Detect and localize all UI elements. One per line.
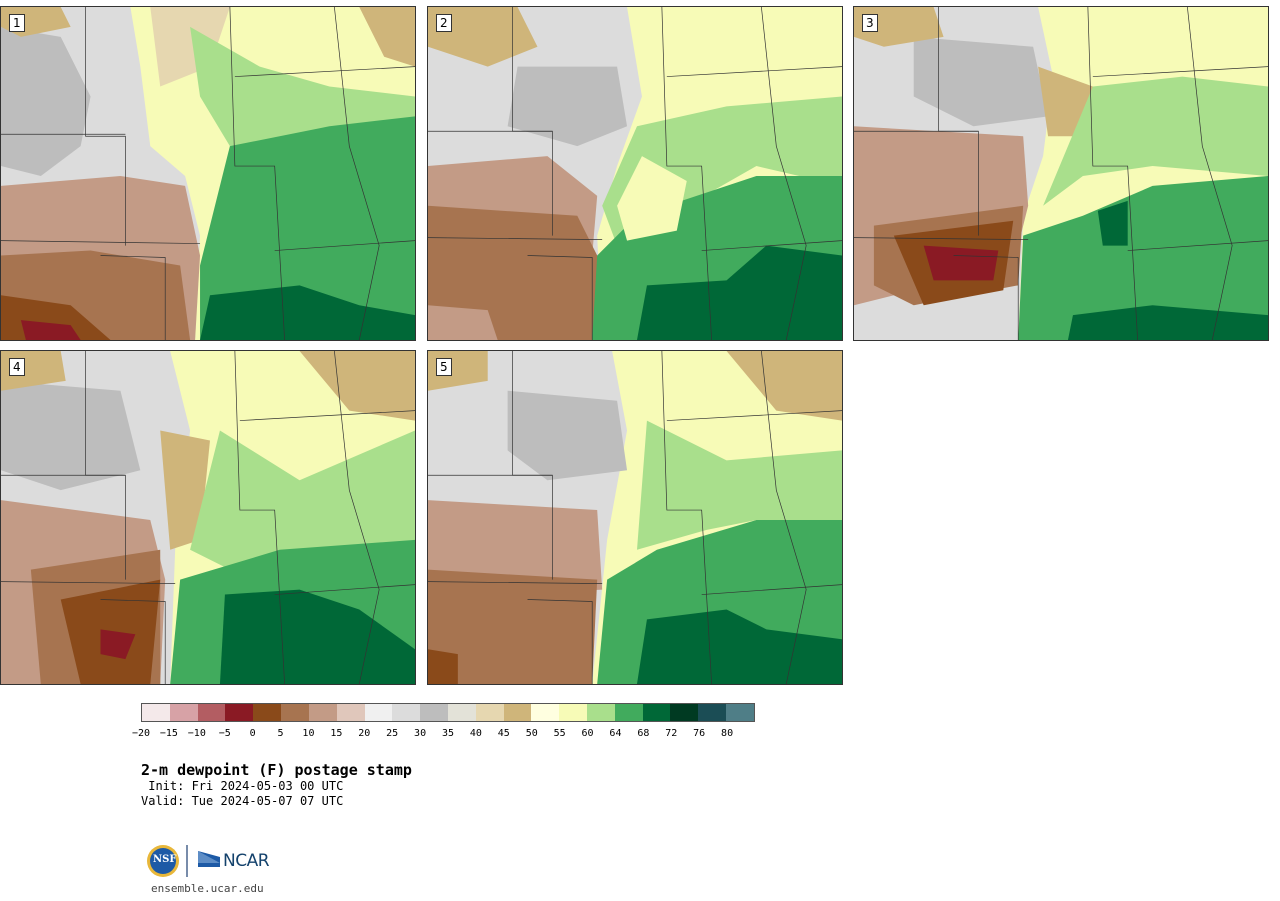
dewpoint-field-1 (1, 7, 415, 340)
colorbar-tick-label: 55 (553, 728, 566, 739)
dewpoint-field-5 (428, 351, 842, 684)
colorbar-swatch (197, 704, 226, 721)
stamp-map-2: 2 (427, 6, 843, 341)
colorbar-swatch (420, 704, 448, 721)
panel-number: 4 (9, 358, 25, 376)
colorbar-tick-label: 25 (386, 728, 399, 739)
colorbar-swatch (503, 704, 532, 721)
panel-number: 3 (862, 14, 878, 32)
stamp-map-4: 4 (0, 350, 416, 685)
dewpoint-colorbar (141, 703, 755, 722)
colorbar-tick-label: 35 (441, 728, 455, 739)
colorbar-tick-label: −20 (131, 728, 151, 739)
colorbar-swatch (281, 704, 309, 721)
colorbar-swatch (169, 704, 198, 721)
colorbar-swatch (614, 704, 643, 721)
colorbar-tick-label: 30 (414, 728, 427, 739)
colorbar-swatch (142, 704, 170, 721)
colorbar-tick-label: 72 (665, 728, 678, 739)
site-url: ensemble.ucar.edu (151, 882, 264, 895)
init-time: Init: Fri 2024-05-03 00 UTC (141, 779, 344, 793)
colorbar-swatch (475, 704, 504, 721)
colorbar-swatch (364, 704, 393, 721)
colorbar-swatch (670, 704, 699, 721)
colorbar-swatch (698, 704, 727, 721)
colorbar-tick-label: 80 (721, 728, 734, 739)
panel-number: 5 (436, 358, 452, 376)
valid-time: Valid: Tue 2024-05-07 07 UTC (141, 794, 344, 808)
stamp-map-3: 3 (853, 6, 1269, 341)
logo-graphic (147, 845, 220, 877)
colorbar-tick-label: 76 (693, 728, 706, 739)
colorbar-swatch (587, 704, 615, 721)
colorbar-tick-label: 20 (358, 728, 371, 739)
colorbar-tick-label: 10 (302, 728, 315, 739)
colorbar-tick-label: −10 (187, 728, 206, 739)
colorbar-ticks: −20 −15 −10 −5 0 5 10 15 20 25 30 35 40 45 50 55 60 64 68 7… (132, 728, 755, 742)
dewpoint-field-3 (854, 7, 1268, 340)
colorbar-tick-label: 60 (581, 728, 594, 739)
colorbar-swatch (392, 704, 421, 721)
colorbar-swatch (642, 704, 671, 721)
nsf-ncar-logo: NSF (145, 843, 285, 883)
colorbar-tick-label: 0 (249, 728, 256, 739)
colorbar-swatch (531, 704, 560, 721)
colorbar-tick-label: 64 (609, 728, 622, 739)
colorbar-tick-label: 68 (637, 728, 650, 739)
stamp-map-5: 5 (427, 350, 843, 685)
colorbar-tick-label: 5 (277, 728, 284, 739)
nsf-logo-text: NSF (153, 854, 177, 865)
colorbar-tick-label: 40 (469, 728, 482, 739)
dewpoint-field-2 (428, 7, 842, 340)
colorbar-swatch (308, 704, 337, 721)
dewpoint-field-4 (1, 351, 415, 684)
colorbar-swatch (336, 704, 365, 721)
panel-number: 1 (9, 14, 25, 32)
panel-number: 2 (436, 14, 452, 32)
colorbar-tick-label: 15 (330, 728, 343, 739)
colorbar-tick-label: 45 (497, 728, 510, 739)
stamp-map-1: 1 (0, 6, 416, 341)
colorbar-swatch (225, 704, 254, 721)
colorbar-tick-label: −15 (159, 728, 178, 739)
colorbar-swatch (559, 704, 587, 721)
colorbar-tick-label: 50 (525, 728, 538, 739)
colorbar-swatch (253, 704, 282, 721)
page-title: 2-m dewpoint (F) postage stamp (141, 761, 412, 779)
colorbar-tick-label: −5 (218, 728, 231, 739)
colorbar-swatch (447, 704, 476, 721)
colorbar-swatch (726, 704, 754, 721)
ncar-logo-text: NCAR (223, 851, 270, 871)
